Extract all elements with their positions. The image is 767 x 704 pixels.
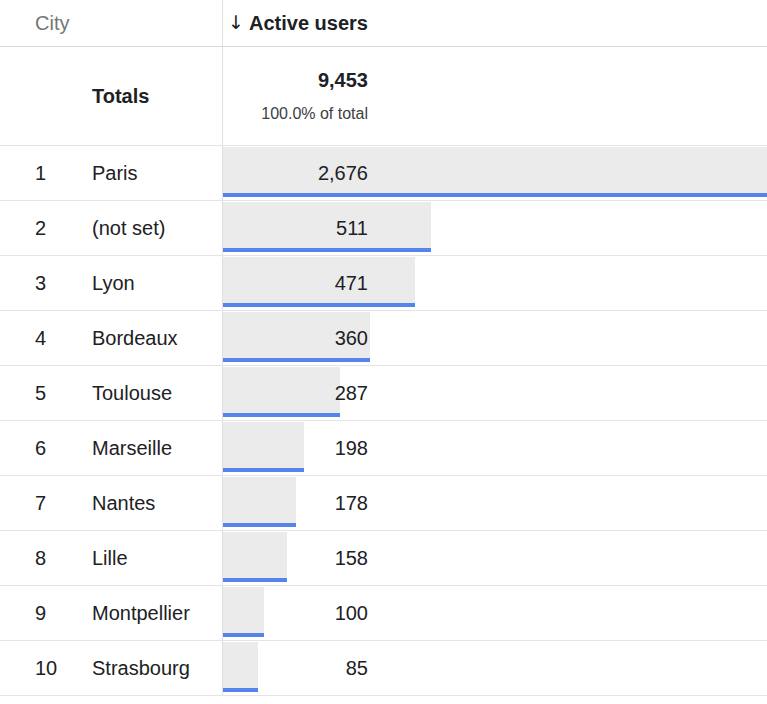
value-cell: 100	[223, 586, 767, 640]
row-rank: 10	[35, 657, 92, 680]
totals-label: Totals	[92, 85, 149, 108]
city-cell: 2 (not set)	[0, 201, 223, 255]
city-cell: 6 Marseille	[0, 421, 223, 475]
row-value: 158	[223, 531, 368, 585]
city-cell: 7 Nantes	[0, 476, 223, 530]
analytics-table: City ↓ Active users Totals 9,453 100.0% …	[0, 0, 767, 696]
row-value: 2,676	[223, 146, 368, 200]
row-value: 198	[223, 421, 368, 475]
table-row: 2 (not set) 511	[0, 201, 767, 256]
row-city: Montpellier	[92, 602, 190, 625]
table-header-row: City ↓ Active users	[0, 0, 767, 47]
value-cell: 178	[223, 476, 767, 530]
row-city: Strasbourg	[92, 657, 190, 680]
city-cell: 8 Lille	[0, 531, 223, 585]
row-value: 85	[223, 641, 368, 695]
row-rank: 2	[35, 217, 92, 240]
city-column-label: City	[35, 12, 69, 35]
table-row: 3 Lyon 471	[0, 256, 767, 311]
row-rank: 3	[35, 272, 92, 295]
table-row: 7 Nantes 178	[0, 476, 767, 531]
row-city: Paris	[92, 162, 138, 185]
row-city: Bordeaux	[92, 327, 178, 350]
table-row: 9 Montpellier 100	[0, 586, 767, 641]
row-city: Nantes	[92, 492, 155, 515]
table-row: 10 Strasbourg 85	[0, 641, 767, 696]
table-body: 1 Paris 2,676 2 (not set) 511 3 Lyon 471…	[0, 146, 767, 696]
totals-row: Totals 9,453 100.0% of total	[0, 47, 767, 146]
row-value: 100	[223, 586, 368, 640]
table-row: 8 Lille 158	[0, 531, 767, 586]
city-cell: 10 Strasbourg	[0, 641, 223, 695]
totals-percentage: 100.0% of total	[261, 105, 368, 123]
value-cell: 198	[223, 421, 767, 475]
totals-value: 9,453	[318, 69, 368, 92]
sort-descending-icon: ↓	[228, 11, 244, 33]
city-cell: 9 Montpellier	[0, 586, 223, 640]
value-cell: 2,676	[223, 146, 767, 200]
value-cell: 360	[223, 311, 767, 365]
column-header-city[interactable]: City	[0, 0, 223, 46]
table-row: 4 Bordeaux 360	[0, 311, 767, 366]
row-value: 287	[223, 366, 368, 420]
row-rank: 8	[35, 547, 92, 570]
city-cell: 1 Paris	[0, 146, 223, 200]
value-cell: 85	[223, 641, 767, 695]
row-rank: 7	[35, 492, 92, 515]
row-city: Lyon	[92, 272, 135, 295]
row-value: 471	[223, 256, 368, 310]
value-cell: 511	[223, 201, 767, 255]
row-value: 178	[223, 476, 368, 530]
value-cell: 471	[223, 256, 767, 310]
totals-label-cell: Totals	[0, 47, 223, 145]
row-city: Marseille	[92, 437, 172, 460]
active-users-column-label: Active users	[249, 12, 368, 35]
row-rank: 6	[35, 437, 92, 460]
row-rank: 9	[35, 602, 92, 625]
table-row: 5 Toulouse 287	[0, 366, 767, 421]
row-value: 511	[223, 201, 368, 255]
city-cell: 5 Toulouse	[0, 366, 223, 420]
city-cell: 3 Lyon	[0, 256, 223, 310]
row-rank: 1	[35, 162, 92, 185]
city-cell: 4 Bordeaux	[0, 311, 223, 365]
value-cell: 158	[223, 531, 767, 585]
table-row: 1 Paris 2,676	[0, 146, 767, 201]
column-header-active-users[interactable]: ↓ Active users	[223, 0, 767, 46]
value-cell: 287	[223, 366, 767, 420]
row-rank: 5	[35, 382, 92, 405]
totals-value-cell: 9,453 100.0% of total	[223, 47, 767, 145]
row-city: (not set)	[92, 217, 165, 240]
row-rank: 4	[35, 327, 92, 350]
row-city: Lille	[92, 547, 128, 570]
row-city: Toulouse	[92, 382, 172, 405]
table-row: 6 Marseille 198	[0, 421, 767, 476]
row-value: 360	[223, 311, 368, 365]
